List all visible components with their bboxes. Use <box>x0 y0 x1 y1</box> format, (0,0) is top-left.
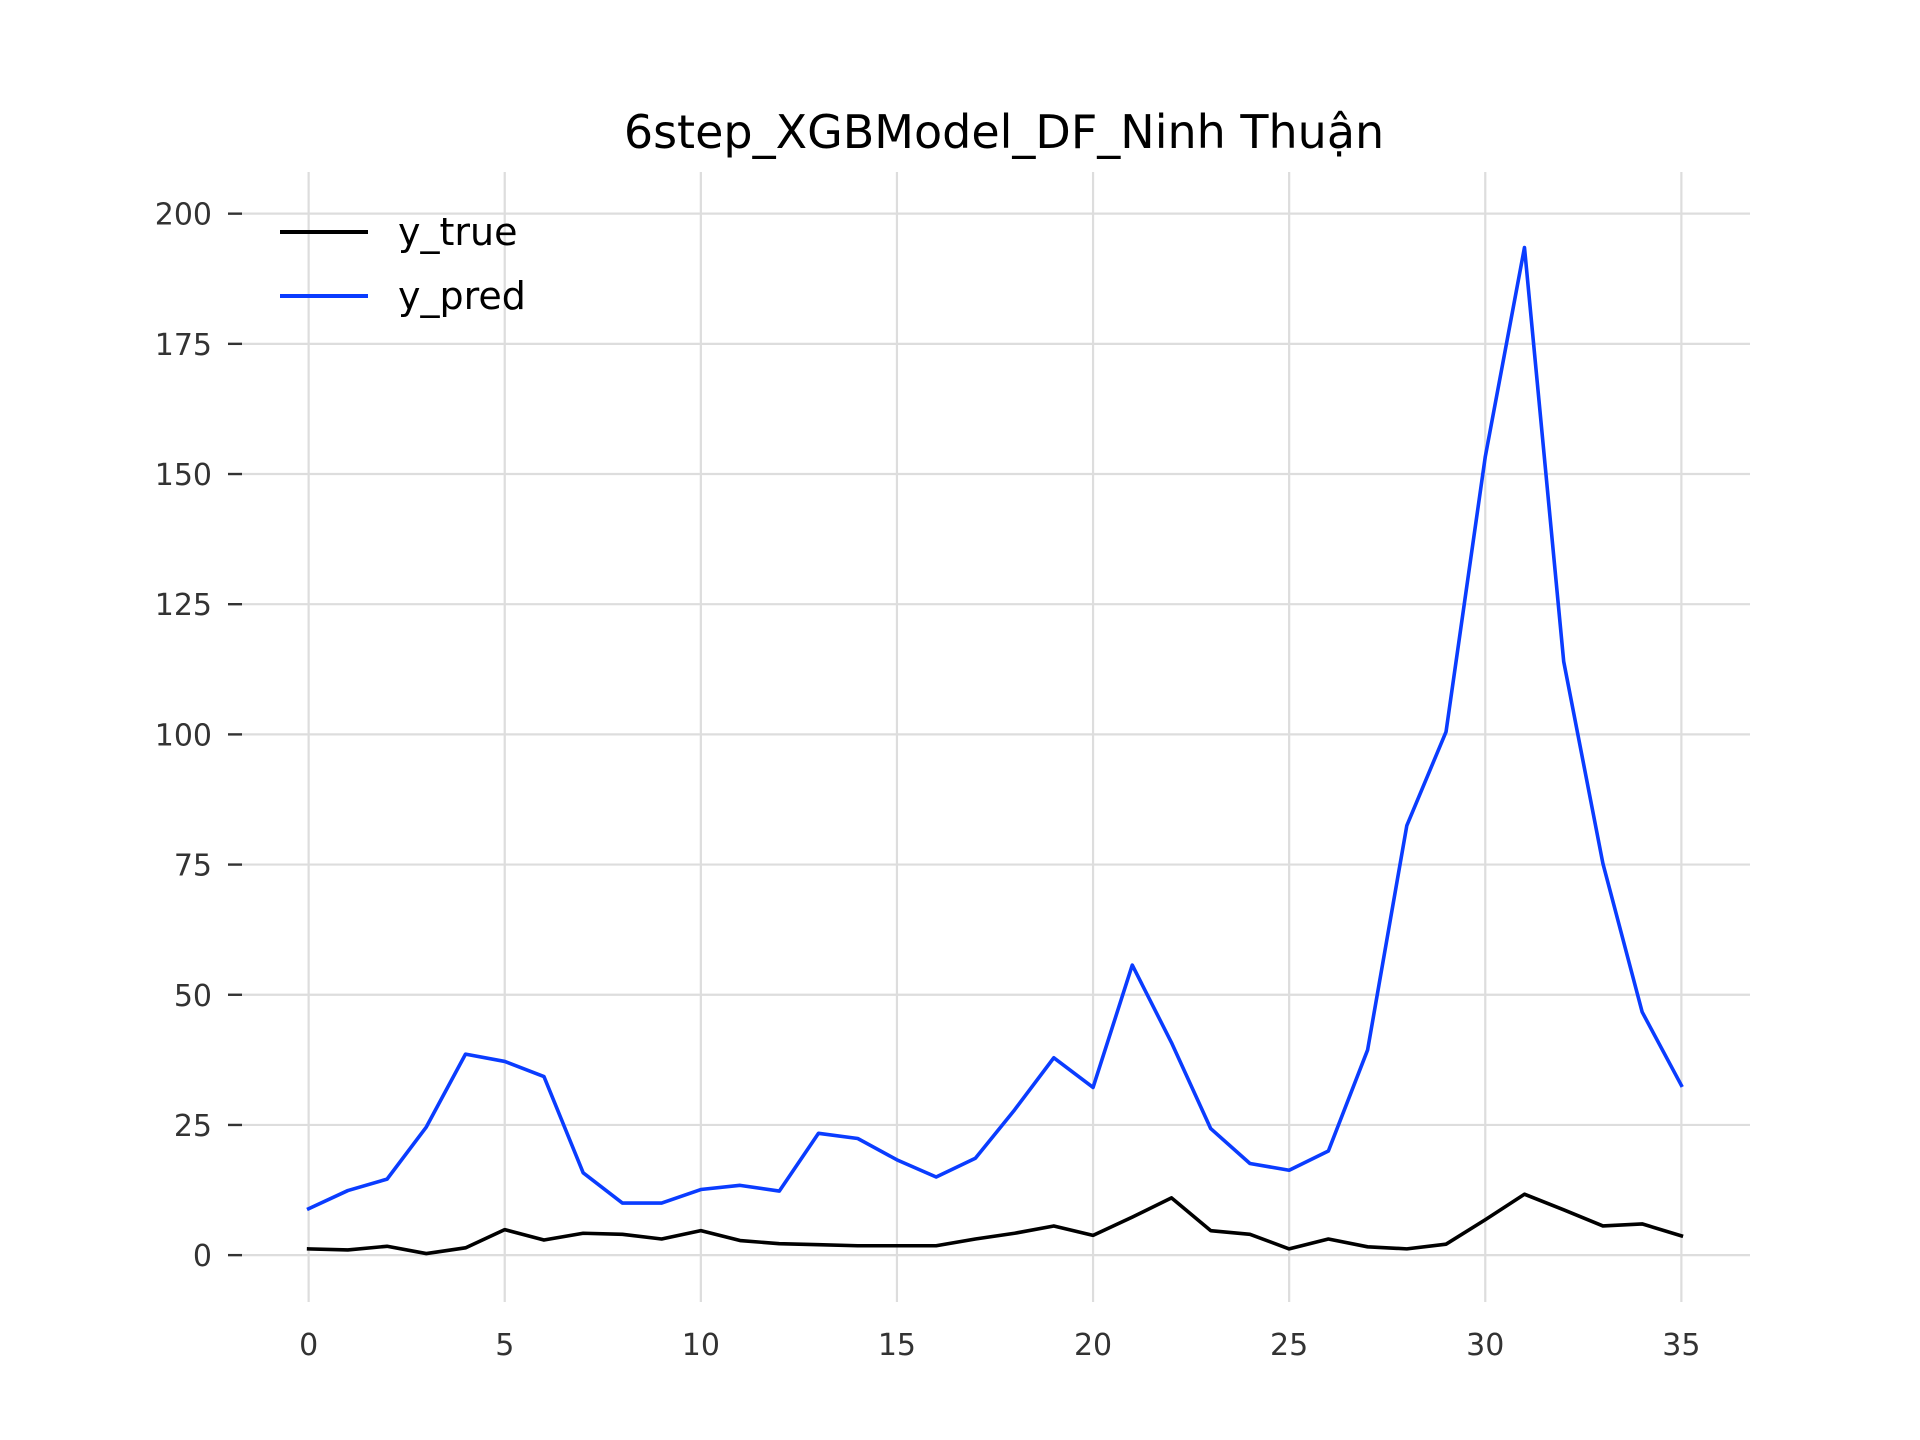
y-tick-label: 25 <box>174 1109 212 1144</box>
x-tick-label: 0 <box>299 1328 318 1363</box>
axes: 0 5 10 15 20 25 30 35 0 25 50 75 100 125 150 175 200 <box>155 198 1701 1363</box>
y-tick-label: 125 <box>155 588 212 623</box>
legend: y_true y_pred <box>280 210 526 318</box>
x-tick-label: 25 <box>1270 1328 1308 1363</box>
series-line-y-pred <box>306 245 1684 1212</box>
x-tick-label: 30 <box>1466 1328 1504 1363</box>
grid <box>240 172 1750 1302</box>
y-tick-label: 175 <box>155 328 212 363</box>
y-tick-label: 100 <box>155 718 212 753</box>
y-tick-label: 200 <box>155 198 212 233</box>
y-tick-label: 75 <box>174 849 212 884</box>
y-tick-label: 50 <box>174 979 212 1014</box>
x-tick-label: 35 <box>1662 1328 1700 1363</box>
legend-label-y-true: y_true <box>398 210 517 254</box>
legend-label-y-pred: y_pred <box>398 274 526 318</box>
y-tick-label: 150 <box>155 458 212 493</box>
series-line-y-true <box>306 1192 1684 1256</box>
chart-title: 6step_XGBModel_DF_Ninh Thuận <box>624 105 1384 159</box>
series <box>306 245 1684 1256</box>
x-tick-label: 5 <box>495 1328 514 1363</box>
x-tick-label: 20 <box>1074 1328 1112 1363</box>
y-tick-label: 0 <box>193 1239 212 1274</box>
x-tick-label: 15 <box>878 1328 916 1363</box>
x-tick-label: 10 <box>682 1328 720 1363</box>
